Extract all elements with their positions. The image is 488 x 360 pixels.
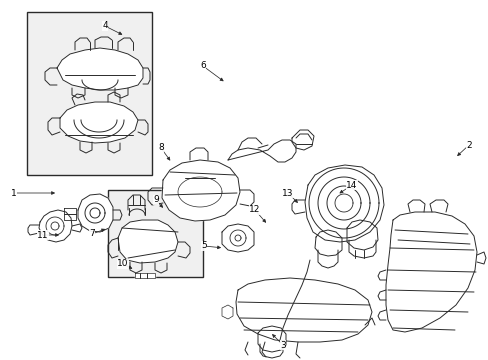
Text: 7: 7 <box>89 230 95 238</box>
Polygon shape <box>227 140 295 162</box>
Polygon shape <box>236 278 371 342</box>
Polygon shape <box>291 130 313 150</box>
Polygon shape <box>222 224 253 252</box>
Text: 3: 3 <box>280 341 285 350</box>
Polygon shape <box>314 230 341 256</box>
Text: 1: 1 <box>11 189 17 198</box>
Text: 5: 5 <box>201 242 206 251</box>
Polygon shape <box>222 305 232 319</box>
Text: 2: 2 <box>465 140 471 149</box>
Bar <box>27 12 152 175</box>
Polygon shape <box>385 212 476 332</box>
Text: 9: 9 <box>153 195 159 204</box>
Polygon shape <box>78 194 113 232</box>
Text: 10: 10 <box>117 260 128 269</box>
Text: 14: 14 <box>346 180 357 189</box>
Polygon shape <box>60 102 138 143</box>
Polygon shape <box>346 220 377 250</box>
Polygon shape <box>39 210 72 242</box>
Polygon shape <box>57 48 142 90</box>
Text: 11: 11 <box>37 230 49 239</box>
Text: 6: 6 <box>200 62 205 71</box>
Polygon shape <box>135 273 155 278</box>
Text: 4: 4 <box>102 22 107 31</box>
Text: 8: 8 <box>158 144 163 153</box>
Polygon shape <box>118 220 178 263</box>
Bar <box>108 190 203 277</box>
Polygon shape <box>258 326 285 352</box>
Polygon shape <box>305 165 383 242</box>
Polygon shape <box>64 208 76 220</box>
Text: 12: 12 <box>249 206 260 215</box>
Polygon shape <box>162 160 240 221</box>
Text: 13: 13 <box>282 189 293 198</box>
